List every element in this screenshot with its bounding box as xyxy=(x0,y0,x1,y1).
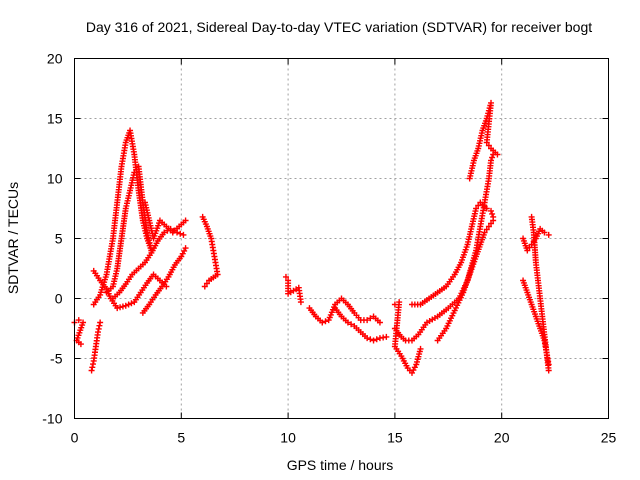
data-point xyxy=(344,319,351,326)
data-point xyxy=(180,231,187,238)
axis-ticks: 0 5 10 15 20 25 -10 -5 0 5 10 15 20 xyxy=(42,51,616,446)
x-tick-label: 0 xyxy=(71,430,79,446)
data-point xyxy=(545,231,552,238)
data-point xyxy=(297,299,304,306)
data-point xyxy=(282,273,289,280)
data-point xyxy=(182,245,189,252)
data-point xyxy=(75,317,82,324)
grid xyxy=(74,58,609,419)
data-point-fill xyxy=(117,304,124,311)
data-point xyxy=(488,207,495,214)
data-point xyxy=(114,305,121,312)
series-arc-8 xyxy=(141,199,189,242)
x-axis-label: GPS time / hours xyxy=(287,457,394,473)
data-point-fill xyxy=(89,364,96,371)
data-point-fill xyxy=(348,321,355,328)
data-point-fill xyxy=(367,315,374,322)
data-point-fill xyxy=(367,336,374,343)
data-point-fill xyxy=(119,303,126,310)
data-point xyxy=(483,205,490,212)
data-point xyxy=(541,229,548,236)
data-point-fill xyxy=(125,301,132,308)
x-tick-label: 10 xyxy=(280,430,296,446)
data-point xyxy=(417,345,424,352)
data-point-fill xyxy=(489,210,496,217)
data-point-fill xyxy=(128,300,135,307)
data-point-fill xyxy=(322,318,329,325)
data-point xyxy=(383,333,390,340)
chart-title: Day 316 of 2021, Sidereal Day-to-day VTE… xyxy=(86,19,592,35)
data-point-fill xyxy=(95,325,102,332)
data-point xyxy=(376,319,383,326)
series-arc-16 xyxy=(434,217,497,344)
x-tick-label: 15 xyxy=(387,430,403,446)
data-point xyxy=(545,367,552,374)
series-arc-15 xyxy=(408,199,497,308)
y-tick-label: 10 xyxy=(47,171,63,187)
series-arc-10 xyxy=(282,273,304,306)
data-point xyxy=(370,337,377,344)
x-tick-label: 5 xyxy=(177,430,185,446)
series-arc-2 xyxy=(88,319,104,374)
data-point xyxy=(488,157,495,164)
data-point-fill xyxy=(177,230,184,237)
data-point xyxy=(97,319,104,326)
series-arc-11 xyxy=(306,295,383,326)
data-point-fill xyxy=(96,322,103,329)
data-point-fill xyxy=(489,154,496,161)
y-axis-label: SDTVAR / TECUs xyxy=(5,182,21,294)
series-arc-14 xyxy=(391,299,424,376)
data-point-fill xyxy=(90,361,97,368)
data-point xyxy=(494,151,501,158)
data-point xyxy=(182,217,189,224)
series-arc-20 xyxy=(528,213,552,374)
x-tick-label: 25 xyxy=(601,430,617,446)
x-tick-label: 20 xyxy=(494,430,510,446)
data-point xyxy=(77,341,84,348)
y-tick-label: 20 xyxy=(47,51,63,67)
y-tick-label: 0 xyxy=(55,291,63,307)
data-point xyxy=(364,335,371,342)
data-point xyxy=(122,302,129,309)
series-arc-9 xyxy=(199,213,221,290)
data-point xyxy=(161,229,168,236)
series-arc-5 xyxy=(90,267,170,312)
series-arc-12 xyxy=(332,305,390,344)
data-point xyxy=(201,283,208,290)
y-tick-label: 15 xyxy=(47,111,63,127)
data-point xyxy=(490,217,497,224)
data-point xyxy=(94,329,101,336)
y-tick-label: -5 xyxy=(50,351,63,367)
data-point xyxy=(364,317,371,324)
data-point xyxy=(319,319,326,326)
series-arc-1 xyxy=(71,317,87,348)
series-arc-17 xyxy=(466,99,501,182)
series-arc-7 xyxy=(139,245,189,316)
data-point-fill xyxy=(373,336,380,343)
y-tick-label: 5 xyxy=(55,231,63,247)
y-tick-label: -10 xyxy=(42,411,62,427)
data-points xyxy=(71,99,552,376)
data-point xyxy=(88,367,95,374)
series-arc-4 xyxy=(103,163,155,296)
